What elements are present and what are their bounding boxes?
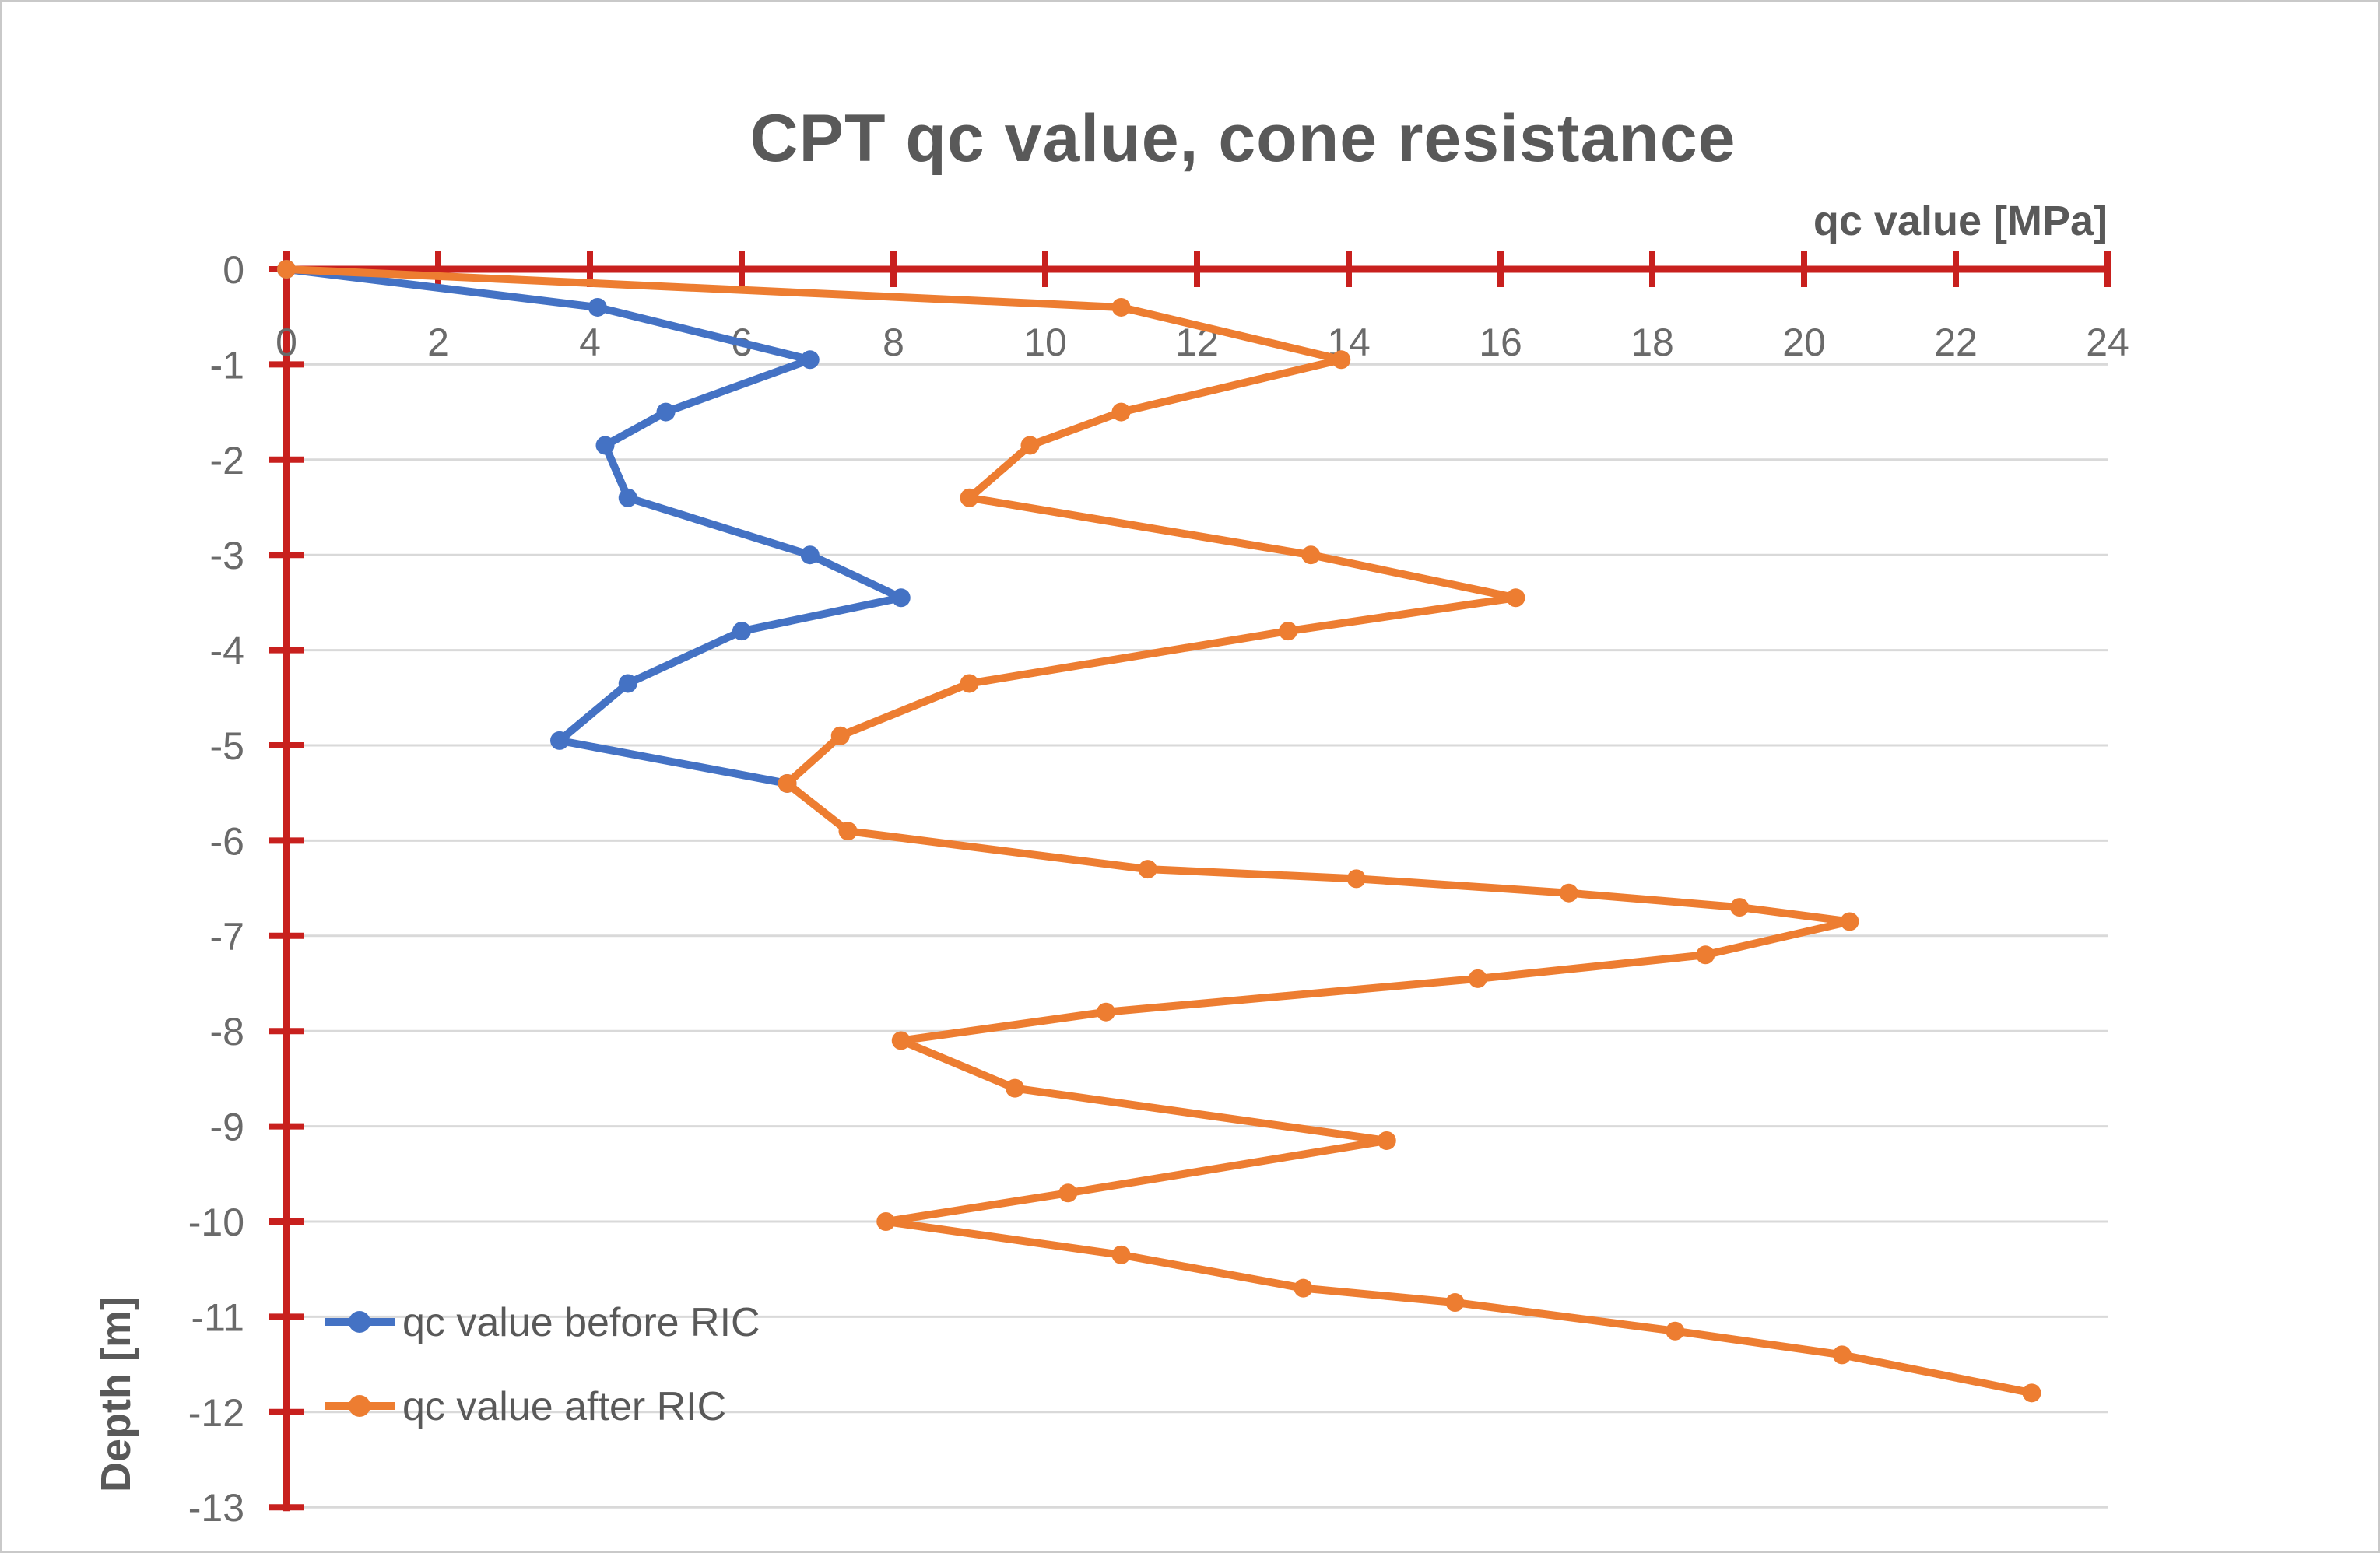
series-after-ric: [277, 260, 2041, 1403]
data-point: [618, 488, 637, 507]
data-point: [1559, 883, 1578, 903]
y-tick-label: 0: [223, 248, 244, 292]
y-tick-label: -12: [188, 1391, 244, 1435]
data-point: [891, 1031, 911, 1050]
y-tick-label: -2: [210, 439, 244, 482]
series-line: [283, 265, 2036, 1397]
series-layer: [277, 260, 2041, 1403]
data-point: [618, 674, 637, 693]
y-tick-label: -4: [210, 629, 244, 673]
data-point: [1832, 1345, 1852, 1365]
data-point: [595, 436, 615, 455]
x-tick-label: 20: [1782, 321, 1826, 364]
y-tick-label: -6: [210, 819, 244, 863]
data-point: [2022, 1383, 2041, 1403]
data-point: [1111, 297, 1131, 317]
gridlines-layer: [286, 363, 2108, 1509]
data-point: [656, 402, 676, 422]
y-tick-label: -11: [191, 1295, 244, 1339]
y-tick-label: -8: [210, 1010, 244, 1053]
legend-label-after: qc value after RIC: [402, 1384, 726, 1429]
data-point: [1111, 1245, 1131, 1264]
data-point: [1445, 1293, 1465, 1313]
tick-labels-layer: 0 2 4 6 8 10 12 14 16 18 20 22 240-1-2-3-4-5-6-7-8-9…: [188, 248, 2129, 1530]
y-axis-title: Depth [m]: [93, 1296, 139, 1492]
x-tick-label: 8: [883, 321, 904, 364]
data-point: [778, 773, 797, 793]
data-point: [800, 350, 820, 370]
data-point: [1294, 1278, 1313, 1298]
data-point: [960, 674, 979, 693]
data-point: [1506, 588, 1525, 608]
legend-marker-before-icon: [349, 1311, 370, 1333]
x-tick-label: 16: [1479, 321, 1522, 364]
data-point: [1279, 622, 1297, 641]
data-point: [1138, 860, 1157, 879]
x-tick-label: 22: [1934, 321, 1978, 364]
data-point: [588, 297, 607, 317]
data-point: [277, 260, 296, 279]
data-point: [891, 588, 911, 608]
x-tick-label: 24: [2086, 321, 2129, 364]
x-tick-label: 2: [427, 321, 449, 364]
data-point: [838, 822, 858, 841]
x-tick-label: 18: [1631, 321, 1674, 364]
data-point: [1301, 545, 1321, 565]
data-point: [550, 731, 569, 750]
y-tick-label: -3: [210, 534, 244, 577]
data-point: [732, 622, 751, 641]
data-point: [1730, 898, 1750, 917]
data-point: [876, 1212, 896, 1231]
x-tick-label: 0: [276, 321, 297, 364]
y-tick-label: -5: [210, 724, 244, 768]
data-point: [1377, 1131, 1396, 1150]
y-tick-label: -9: [210, 1106, 244, 1149]
x-axis-title: qc value [MPa]: [1813, 198, 2108, 244]
legend-marker-after-icon: [349, 1395, 370, 1417]
y-tick-label: -1: [210, 343, 244, 387]
y-tick-label: -13: [188, 1486, 244, 1530]
data-point: [960, 488, 979, 507]
series-line: [283, 265, 905, 787]
data-point: [1332, 350, 1351, 370]
data-point: [1020, 436, 1040, 455]
y-tick-label: -7: [210, 915, 244, 959]
legend: qc value before RIC qc value after RIC: [325, 1300, 760, 1429]
data-point: [1111, 402, 1131, 422]
data-point: [830, 726, 850, 745]
y-tick-label: -10: [188, 1201, 244, 1244]
data-point: [800, 545, 820, 565]
legend-label-before: qc value before RIC: [402, 1300, 760, 1345]
data-point: [1058, 1183, 1078, 1203]
data-point: [1468, 969, 1487, 988]
x-tick-label: 10: [1023, 321, 1067, 364]
legend-item-before: qc value before RIC: [325, 1300, 760, 1345]
data-point: [1666, 1321, 1685, 1341]
axes-layer: [269, 251, 2111, 1512]
legend-item-after: qc value after RIC: [325, 1384, 726, 1429]
chart-title: CPT qc value, cone resistance: [750, 101, 1736, 176]
data-point: [1346, 869, 1366, 889]
x-tick-label: 4: [579, 321, 601, 364]
data-point: [1840, 912, 1859, 931]
data-point: [1006, 1078, 1024, 1098]
data-point: [1696, 945, 1715, 965]
data-point: [1097, 1002, 1115, 1022]
